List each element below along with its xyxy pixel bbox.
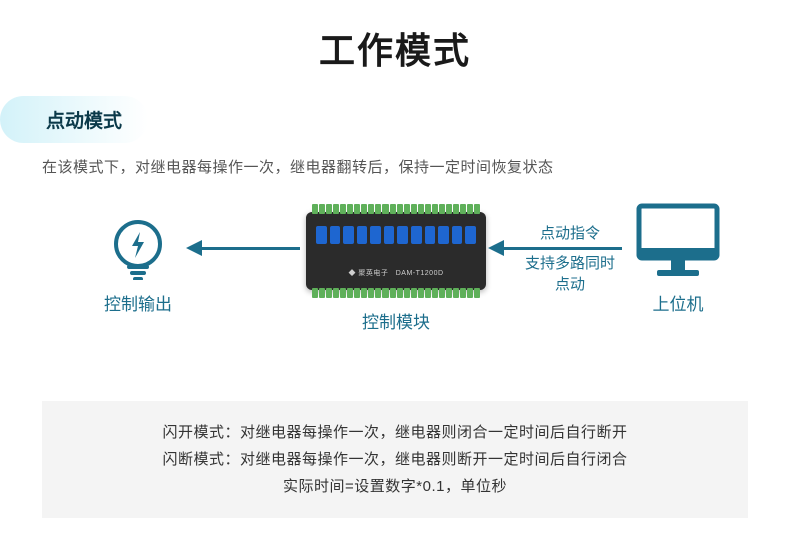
node-module: ◆ 聚英电子 DAM-T1200D 控制模块 — [306, 212, 486, 333]
footer-line-1: 闪开模式：对继电器每操作一次，继电器则闭合一定时间后自行断开 — [66, 419, 724, 446]
terminal-row-top — [312, 204, 480, 214]
arrow-label-1: 点动指令 — [518, 220, 622, 249]
node-host: 上位机 — [628, 202, 728, 315]
arrow-labels: 点动指令 支持多路同时点动 — [518, 220, 622, 297]
node-module-label: 控制模块 — [306, 308, 486, 333]
arrow-label-2: 支持多路同时点动 — [518, 249, 622, 297]
terminal-row-bottom — [312, 288, 480, 298]
node-output: 控制输出 — [88, 214, 188, 315]
node-output-label: 控制输出 — [88, 290, 188, 315]
device-text: ◆ 聚英电子 DAM-T1200D — [306, 268, 486, 278]
relay-row — [316, 226, 476, 244]
power-bulb-icon — [88, 214, 188, 280]
mode-description: 在该模式下，对继电器每操作一次，继电器翻转后，保持一定时间恢复状态 — [42, 156, 554, 177]
page-title: 工作模式 — [0, 0, 790, 74]
workflow-diagram: 控制输出 ◆ 聚英电子 DAM-T1200D 控制模块 点动指令 支持多路同时点… — [0, 200, 790, 400]
monitor-icon — [628, 202, 728, 280]
footer-notes: 闪开模式：对继电器每操作一次，继电器则闭合一定时间后自行断开 闪断模式：对继电器… — [42, 401, 748, 518]
device-icon: ◆ 聚英电子 DAM-T1200D — [306, 212, 486, 290]
footer-line-2: 闪断模式：对继电器每操作一次，继电器则断开一定时间后自行闭合 — [66, 446, 724, 473]
mode-tag: 点动模式 — [0, 96, 148, 143]
footer-line-3: 实际时间=设置数字*0.1，单位秒 — [66, 473, 724, 500]
arrow-module-to-output — [200, 247, 300, 250]
node-host-label: 上位机 — [628, 290, 728, 315]
